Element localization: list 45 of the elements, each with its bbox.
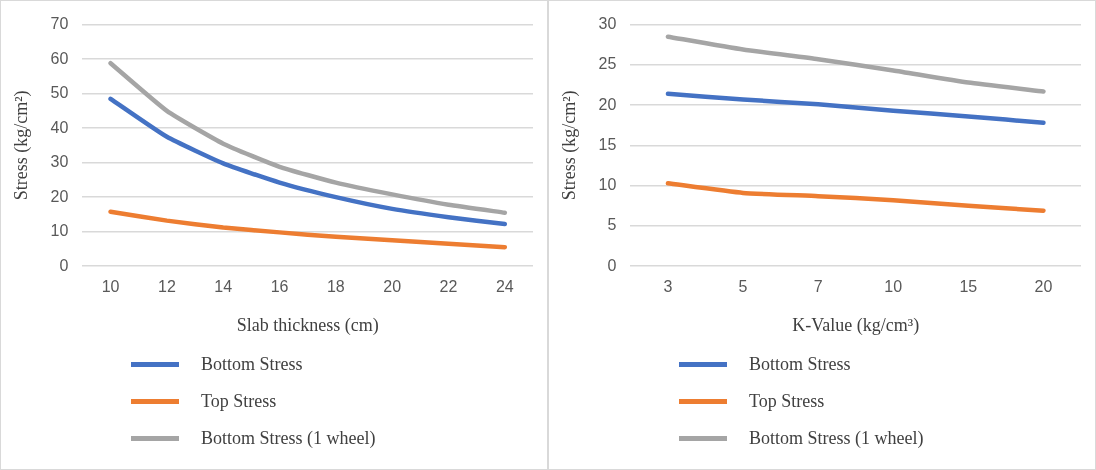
x-tick-label: 12 [157, 278, 176, 296]
legend-label: Top Stress [201, 391, 277, 412]
y-axis-title: Stress (kg/cm²) [10, 90, 32, 201]
legend-label: Bottom Stress (1 wheel) [201, 428, 376, 449]
x-tick-label: 5 [738, 278, 748, 296]
x-tick-label: 16 [270, 278, 289, 296]
y-tick-label: 50 [50, 84, 69, 102]
x-tick-label: 7 [813, 278, 823, 296]
x-axis-title: K-Value (kg/cm³) [792, 314, 920, 336]
x-tick-label: 3 [663, 278, 673, 296]
x-tick-label: 18 [326, 278, 345, 296]
x-tick-label: 10 [101, 278, 120, 296]
line-series [665, 181, 1046, 213]
y-tick-label: 10 [50, 222, 69, 240]
x-tick-label: 22 [439, 278, 458, 296]
y-tick-label: 60 [50, 49, 69, 67]
line-series [108, 209, 508, 250]
y-tick-label: 30 [50, 153, 69, 171]
legend-label: Bottom Stress [201, 354, 303, 375]
y-tick-label: 10 [598, 176, 617, 194]
y-axis-title: Stress (kg/cm²) [558, 90, 580, 201]
line-series [665, 34, 1046, 94]
x-tick-label: 15 [959, 278, 978, 296]
y-tick-label: 0 [607, 256, 617, 274]
x-tick-label: 20 [383, 278, 402, 296]
x-tick-label: 20 [1034, 278, 1053, 296]
y-tick-label: 15 [598, 135, 617, 153]
y-tick-label: 30 [598, 15, 617, 33]
line-series [108, 96, 508, 227]
y-tick-label: 40 [50, 118, 69, 136]
y-tick-label: 0 [59, 256, 69, 274]
x-tick-label: 24 [495, 278, 514, 296]
x-tick-label: 14 [214, 278, 233, 296]
line-series [108, 61, 508, 215]
x-axis-title: Slab thickness (cm) [236, 314, 379, 336]
y-tick-label: 20 [598, 95, 617, 113]
legend-label: Bottom Stress (1 wheel) [749, 428, 924, 449]
line-series [665, 91, 1046, 126]
y-tick-label: 70 [50, 15, 69, 33]
x-tick-label: 10 [884, 278, 903, 296]
y-tick-label: 20 [50, 187, 69, 205]
y-tick-label: 5 [607, 216, 617, 234]
y-tick-label: 25 [598, 55, 617, 73]
legend-label: Top Stress [749, 391, 825, 412]
legend-label: Bottom Stress [749, 354, 851, 375]
